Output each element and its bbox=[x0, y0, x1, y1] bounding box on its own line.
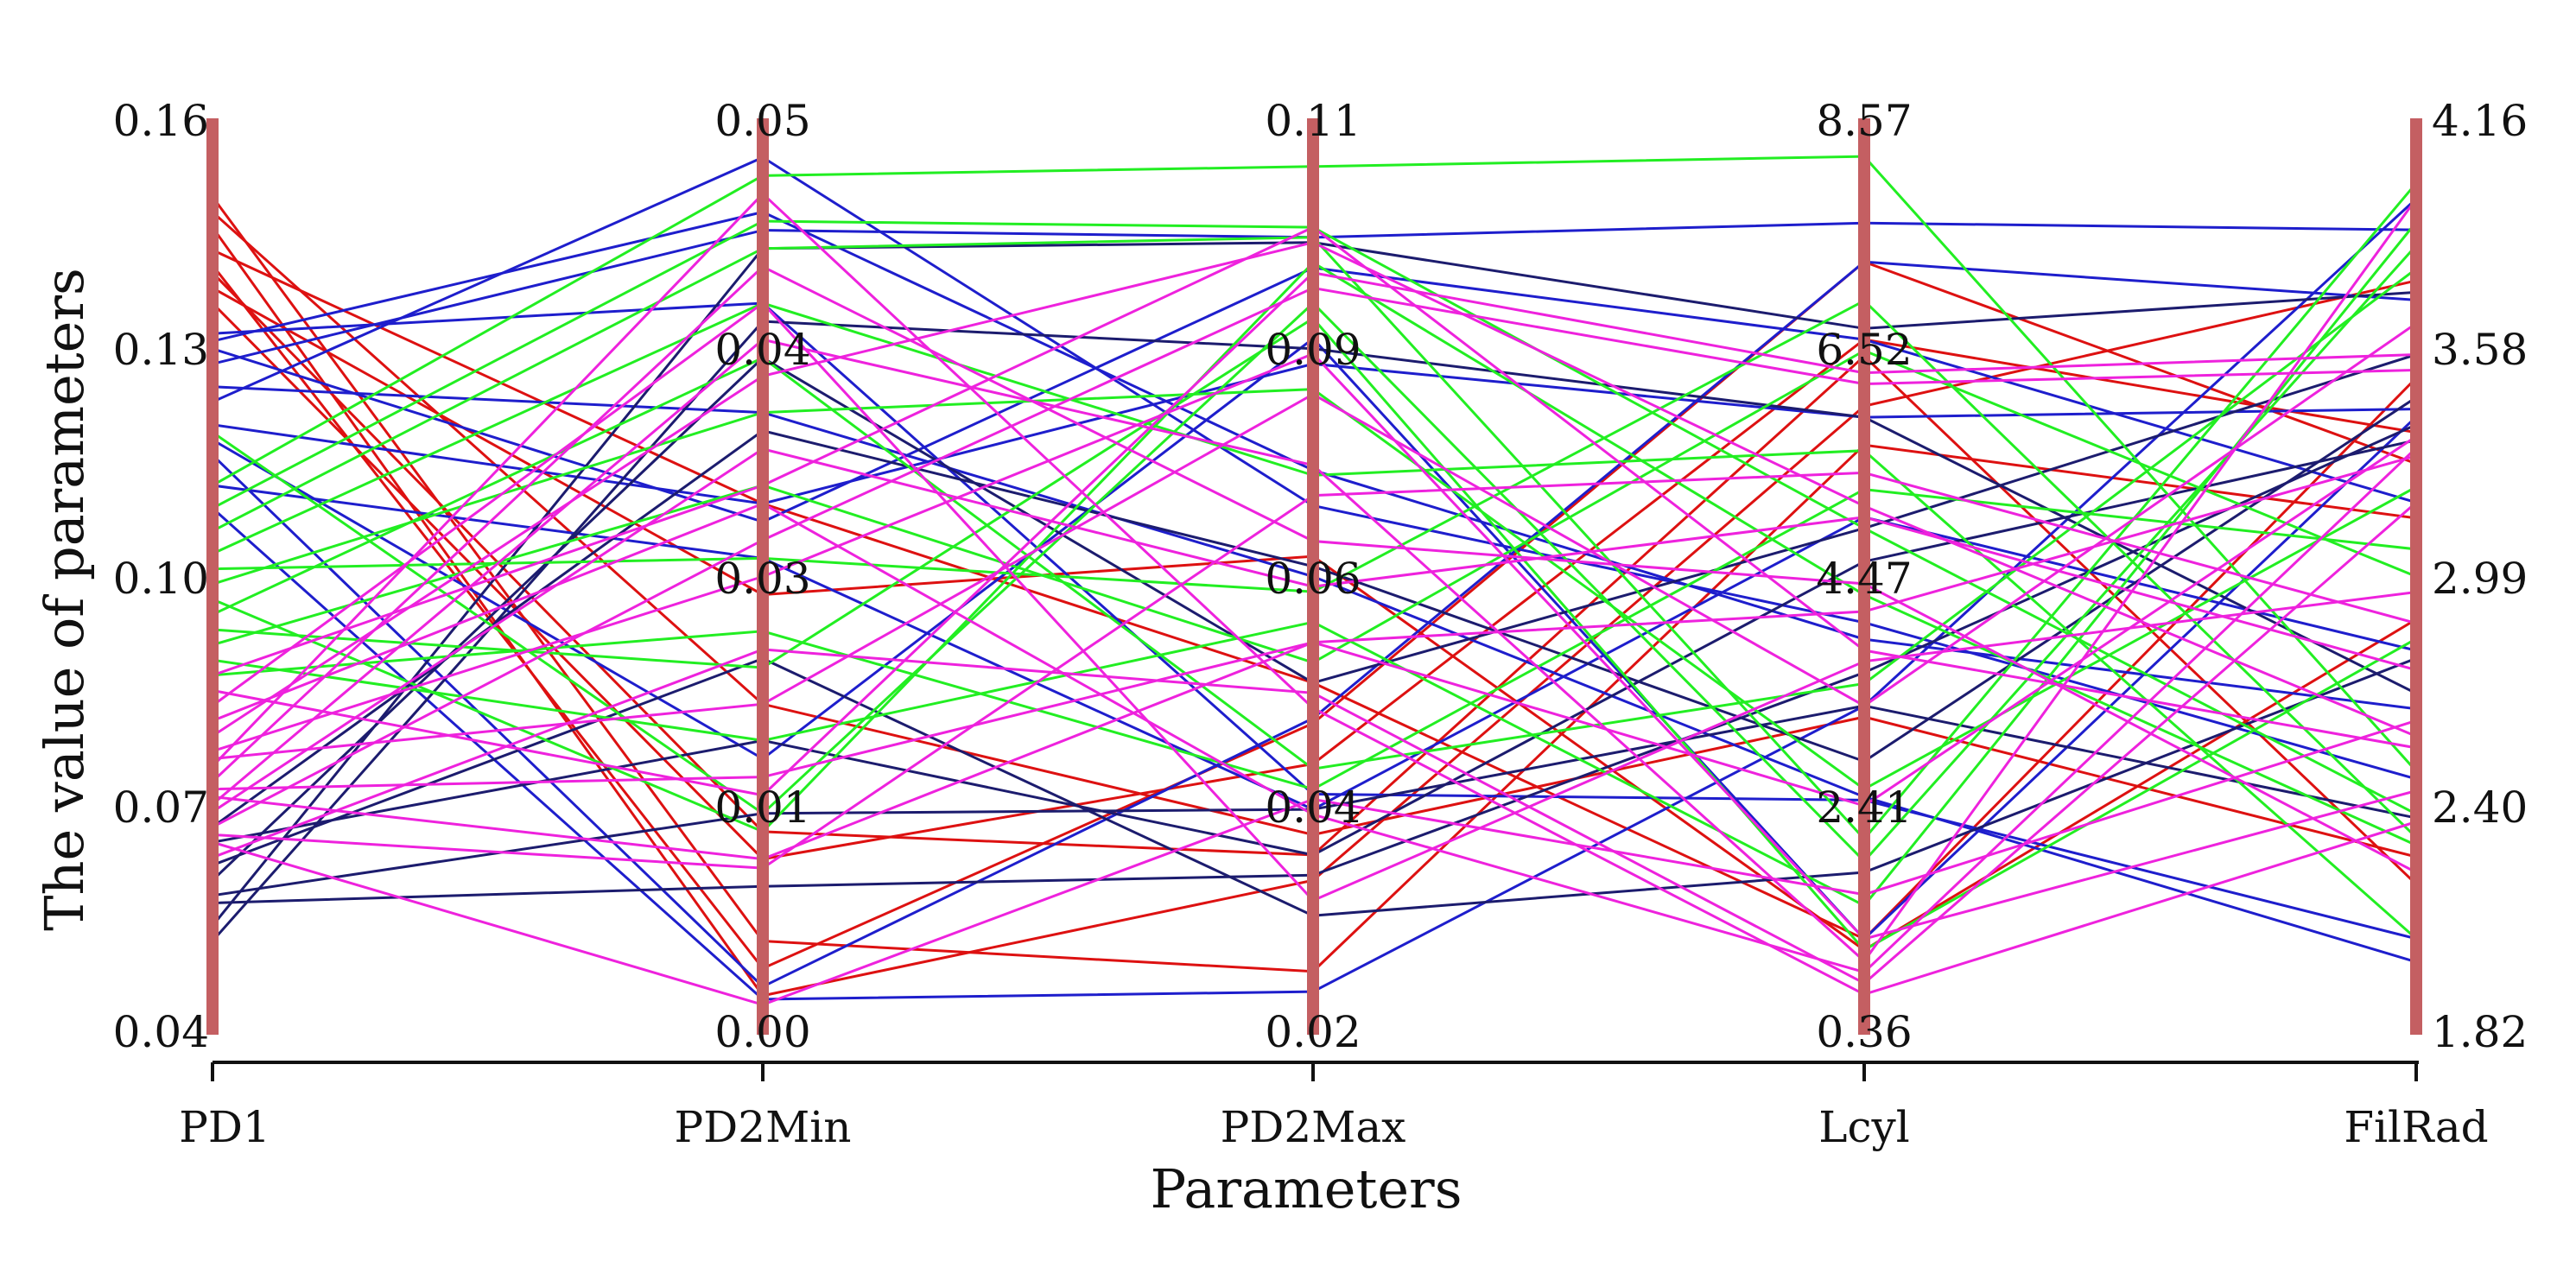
y-axis-title: The value of parameters bbox=[33, 268, 96, 931]
tick-label-filrad-1: 3.58 bbox=[2432, 325, 2528, 375]
tick-label-lcyl-3: 2.41 bbox=[1816, 783, 1912, 833]
axis-name-pd2min: PD2Min bbox=[675, 1102, 852, 1152]
tick-label-filrad-3: 2.40 bbox=[2432, 783, 2528, 833]
axis-name-pd2max: PD2Max bbox=[1221, 1102, 1406, 1152]
tick-label-filrad-2: 2.99 bbox=[2432, 554, 2528, 604]
axis-names: PD1 PD2Min PD2Max Lcyl FilRad bbox=[179, 1102, 2488, 1152]
tick-label-pd2min-3: 0.01 bbox=[714, 783, 810, 833]
tick-label-pd2min-2: 0.03 bbox=[714, 554, 810, 604]
axis-name-lcyl: Lcyl bbox=[1818, 1102, 1909, 1152]
tick-label-pd2max-2: 0.06 bbox=[1265, 554, 1361, 604]
tick-label-filrad-4: 1.82 bbox=[2432, 1007, 2528, 1057]
tick-label-pd2min-4: 0.00 bbox=[714, 1007, 810, 1057]
tick-label-pd2min-0: 0.05 bbox=[714, 96, 810, 146]
tick-label-lcyl-0: 8.57 bbox=[1816, 96, 1912, 146]
axis-name-pd1: PD1 bbox=[179, 1102, 270, 1152]
tick-label-pd2max-0: 0.11 bbox=[1265, 96, 1361, 146]
tick-label-pd1-0: 0.16 bbox=[113, 96, 209, 146]
tick-label-pd1-2: 0.10 bbox=[113, 554, 209, 604]
axis-name-filrad: FilRad bbox=[2344, 1102, 2488, 1152]
x-axis-title: Parameters bbox=[1150, 1157, 1462, 1220]
tick-label-lcyl-4: 0.36 bbox=[1816, 1007, 1912, 1057]
tick-label-pd1-3: 0.07 bbox=[113, 783, 209, 833]
tick-label-pd2min-1: 0.04 bbox=[714, 325, 810, 375]
tick-label-pd2max-4: 0.02 bbox=[1265, 1007, 1361, 1057]
tick-label-lcyl-1: 6.52 bbox=[1816, 325, 1912, 375]
tick-label-pd1-1: 0.13 bbox=[113, 325, 209, 375]
tick-label-pd1-4: 0.04 bbox=[113, 1007, 209, 1057]
axis-bars bbox=[206, 118, 2422, 1035]
tick-label-pd2max-1: 0.09 bbox=[1265, 325, 1361, 375]
tick-label-filrad-0: 4.16 bbox=[2432, 96, 2528, 146]
x-axis-ticks bbox=[211, 1062, 2418, 1081]
tick-label-lcyl-2: 4.47 bbox=[1816, 554, 1912, 604]
tick-labels: 0.16 0.13 0.10 0.07 0.04 0.05 0.04 0.03 0.01 0.00… bbox=[113, 96, 2528, 1057]
tick-label-pd2max-3: 0.04 bbox=[1265, 783, 1361, 833]
